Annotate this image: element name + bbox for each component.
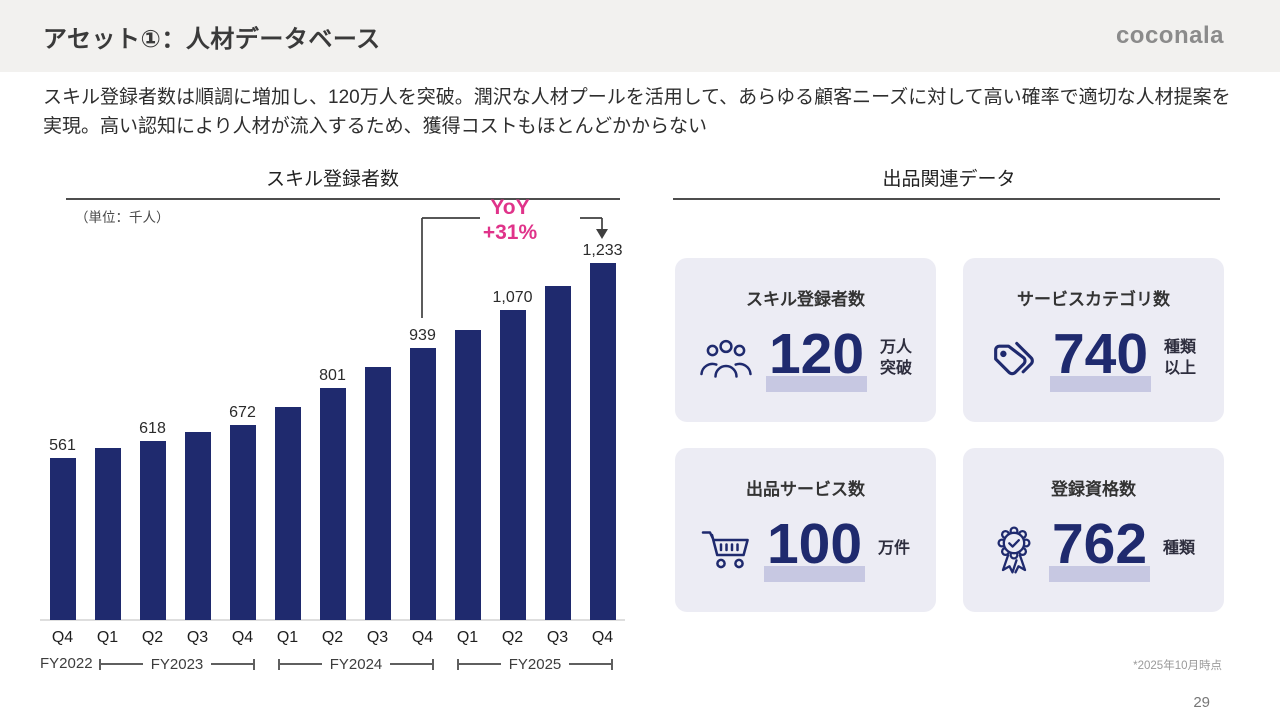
- kpi-card: スキル登録者数 120 万人 突破: [675, 258, 936, 422]
- kpi-card-title: サービスカテゴリ数: [1017, 290, 1170, 309]
- kpi-value: 740: [1049, 326, 1152, 392]
- bar-value-label: 1,070: [492, 289, 533, 306]
- bar-slot: [175, 432, 220, 620]
- bar-value-label: 561: [49, 437, 76, 454]
- page-title: アセット①：人材データベース: [43, 25, 381, 53]
- quarter-label: Q1: [276, 629, 299, 646]
- bar-slot: 672: [220, 404, 265, 620]
- quarter-label: Q1: [96, 629, 119, 646]
- yoy-label: YoY: [490, 196, 530, 219]
- bar-value-label: 939: [409, 327, 436, 344]
- skill-registrants-chart: スキル登録者数 （単位：千人） YoY +31% 561 618 672 801 939…: [40, 164, 625, 677]
- fy-label: FY2025: [508, 655, 562, 673]
- fy-bracket: FY2024: [278, 655, 435, 673]
- bar: [49, 458, 76, 620]
- kpi-unit: 種類: [1163, 539, 1196, 557]
- yoy-annotation: YoY +31%: [467, 196, 553, 246]
- kpi-card: 出品サービス数 100 万件: [675, 448, 936, 612]
- bar: [319, 388, 346, 620]
- as-of-note: *2025年10月時点: [1133, 660, 1222, 672]
- bar-slot: 801: [310, 367, 355, 620]
- bar-slot: 1,233: [580, 242, 625, 620]
- bar-slot: 618: [130, 420, 175, 620]
- quarter-label: Q2: [321, 629, 344, 646]
- chart-title: スキル登録者数: [265, 169, 399, 190]
- kpi-card-title: 登録資格数: [1051, 480, 1136, 499]
- bar-value-label: 672: [229, 404, 256, 421]
- yoy-value: +31%: [482, 220, 538, 244]
- kpi-unit: 万人 突破: [880, 339, 913, 377]
- fiscal-year-axis: FY2022 FY2023 FY2024 FY2025: [40, 653, 625, 677]
- panel-title: 出品関連データ: [882, 169, 1016, 190]
- bar-series: 561 618 672 801 939 1,070 1,233: [40, 242, 625, 620]
- kpi-value: 762: [1048, 516, 1151, 582]
- listing-data-panel: 出品関連データ スキル登録者数 120 万人 突破 サービスカテゴリ数 740 種…: [673, 164, 1225, 612]
- fy-bracket: FY2025: [457, 655, 614, 673]
- quarter-label: Q4: [411, 629, 434, 646]
- ribbon-badge-icon: [992, 524, 1036, 574]
- bar-slot: [535, 286, 580, 620]
- bar-slot: 1,070: [490, 289, 535, 620]
- kpi-unit: 万件: [878, 539, 911, 557]
- quarter-label: Q3: [366, 629, 389, 646]
- kpi-card: 登録資格数 762 種類: [963, 448, 1224, 612]
- quarter-label: Q1: [456, 629, 479, 646]
- slide-header: アセット①：人材データベース coconala: [0, 0, 1280, 72]
- bar-slot: [445, 330, 490, 620]
- bar: [229, 425, 256, 620]
- chart-plot: （単位：千人） YoY +31% 561 618 672 801 939 1,070 1,2…: [40, 196, 625, 621]
- bar-value-label: 618: [139, 420, 166, 437]
- kpi-value: 120: [765, 326, 868, 392]
- bar: [409, 348, 436, 620]
- quarter-label: Q4: [231, 629, 254, 646]
- kpi-card-title: スキル登録者数: [746, 290, 865, 309]
- bar: [94, 448, 121, 620]
- kpi-cards: スキル登録者数 120 万人 突破 サービスカテゴリ数 740 種類 以上 出品サー…: [675, 258, 1224, 612]
- bar: [499, 310, 526, 620]
- fy-label: FY2022: [40, 655, 93, 672]
- fy-label: FY2024: [329, 655, 383, 673]
- people-group-icon: [699, 338, 753, 380]
- bar-slot: [265, 407, 310, 620]
- bar-value-label: 1,233: [582, 242, 623, 259]
- unit-note: （単位：千人）: [75, 210, 170, 225]
- bar: [274, 407, 301, 620]
- tags-icon: [991, 337, 1037, 381]
- quarter-label: Q4: [51, 629, 74, 646]
- fy-bracket: FY2023: [99, 655, 256, 673]
- bar: [544, 286, 571, 620]
- bar: [454, 330, 481, 620]
- quarter-axis-labels: Q4 Q1 Q2 Q3 Q4 Q1 Q2 Q3 Q4 Q1 Q2 Q3 Q4: [40, 629, 625, 647]
- bar: [139, 441, 166, 620]
- bar-slot: [85, 448, 130, 620]
- kpi-card: サービスカテゴリ数 740 種類 以上: [963, 258, 1224, 422]
- quarter-label: Q3: [186, 629, 209, 646]
- kpi-card-title: 出品サービス数: [746, 480, 865, 499]
- quarter-label: Q3: [546, 629, 569, 646]
- bar-slot: 939: [400, 327, 445, 620]
- bar-slot: 561: [40, 437, 85, 620]
- fy-label: FY2023: [150, 655, 204, 673]
- page-number: 29: [1193, 694, 1210, 711]
- bar-slot: [355, 367, 400, 620]
- coconala-logo: coconala: [1115, 22, 1224, 49]
- kpi-value: 100: [763, 516, 866, 582]
- intro-text: スキル登録者数は順調に増加し、120万人を突破。潤沢な人材プールを活用して、あら…: [43, 87, 1231, 137]
- bar: [184, 432, 211, 620]
- quarter-label: Q4: [591, 629, 614, 646]
- x-axis-line: [40, 619, 625, 621]
- panel-title-rule: [673, 198, 1220, 200]
- bar: [364, 367, 391, 620]
- chart-title-rule: [66, 198, 620, 200]
- bar-value-label: 801: [319, 367, 346, 384]
- bar: [589, 263, 616, 620]
- cart-icon: [701, 528, 751, 570]
- kpi-unit: 種類 以上: [1164, 339, 1197, 377]
- quarter-label: Q2: [141, 629, 164, 646]
- quarter-label: Q2: [501, 629, 524, 646]
